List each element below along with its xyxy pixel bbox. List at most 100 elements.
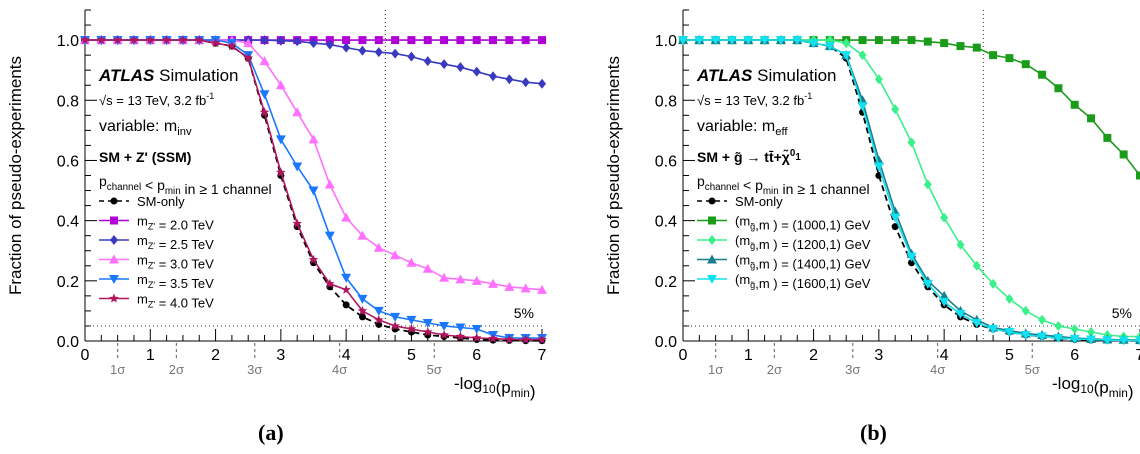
energy-label-part: -1 — [206, 91, 214, 101]
legend-label: (mg̃,m ) = (1600,1) GeV — [735, 272, 871, 291]
x-tick-label: 1 — [744, 347, 753, 364]
legend-label-part: ,m ) = (1200,1) GeV — [755, 237, 871, 252]
data-point — [391, 49, 399, 59]
x-axis-label-part: 10 — [1080, 382, 1094, 396]
legend-item: mZ' = 2.0 TeV — [99, 214, 214, 233]
data-point — [1054, 84, 1062, 92]
legend-label-part: m — [137, 233, 148, 248]
legend-label-part: ,m ) = (1400,1) GeV — [755, 257, 871, 272]
x-axis-label-part: -log — [454, 374, 482, 393]
data-point — [407, 36, 415, 44]
data-point — [375, 47, 383, 57]
legend-label: SM-only — [137, 194, 185, 209]
variable-label-part: eff — [775, 126, 788, 138]
x-tick-label: 7 — [538, 347, 547, 364]
sigma-label: 4σ — [332, 362, 347, 377]
data-point — [325, 180, 335, 189]
model-label: SM + g̃ → tt̄+χ̃01 — [697, 148, 801, 165]
data-point — [391, 36, 399, 44]
data-point — [522, 36, 530, 44]
y-tick-label: 0.2 — [57, 274, 79, 291]
y-tick-label: 0.0 — [57, 334, 79, 351]
model-label: SM + Z' (SSM) — [99, 149, 191, 165]
data-point — [358, 46, 366, 56]
legend-label-part: m — [137, 214, 148, 229]
y-axis-label: Fraction of pseudo-experiments — [604, 56, 623, 295]
data-point — [956, 42, 964, 50]
legend-label-part: (m — [735, 214, 750, 229]
legend-label: mZ' = 3.0 TeV — [137, 253, 214, 272]
sigma-label: 5σ — [1025, 362, 1040, 377]
data-point — [343, 301, 350, 308]
legend-label-part: = 4.0 TeV — [155, 296, 214, 311]
x-tick-label: 3 — [874, 347, 883, 364]
data-point — [940, 39, 948, 47]
legend-marker — [109, 294, 119, 303]
x-tick-label: 3 — [276, 347, 285, 364]
x-tick-label: 5 — [407, 347, 416, 364]
legend-item: (mg̃,m ) = (1000,1) GeV — [697, 214, 871, 233]
legend-label: mZ' = 2.0 TeV — [137, 214, 214, 233]
sigma-label: 2σ — [767, 362, 782, 377]
energy-label-part: √s = 13 TeV, 3.2 fb — [99, 93, 206, 108]
data-point — [424, 36, 432, 44]
caption-b: (b) — [860, 420, 887, 446]
legend-label-part: = 3.0 TeV — [155, 257, 214, 272]
data-point — [309, 134, 319, 143]
legend-label: mZ' = 4.0 TeV — [137, 292, 214, 311]
x-tick-label: 6 — [1070, 347, 1079, 364]
atlas-bold: ATLAS — [696, 66, 753, 85]
data-point — [473, 67, 481, 77]
legend-item: (mg̃,m ) = (1600,1) GeV — [697, 272, 871, 291]
x-axis-label-part: min — [1109, 386, 1128, 400]
legend-item: SM-only — [99, 194, 185, 209]
sigma-label: 3σ — [845, 362, 860, 377]
data-point — [390, 250, 400, 259]
legend-item: mZ' = 4.0 TeV — [99, 292, 214, 311]
data-point — [276, 135, 286, 144]
data-point — [1071, 101, 1079, 109]
variable-label-part: inv — [177, 126, 192, 138]
x-tick-label: 2 — [211, 347, 220, 364]
data-point — [406, 258, 416, 267]
legend-label: mZ' = 3.5 TeV — [137, 272, 214, 291]
legend-item: (mg̃,m ) = (1200,1) GeV — [697, 233, 871, 252]
sigma-label: 1σ — [110, 362, 125, 377]
legend-marker — [708, 217, 716, 225]
data-point — [1022, 306, 1030, 316]
x-axis-label: -log10(pmin) — [454, 374, 536, 401]
x-tick-label: 5 — [1005, 347, 1014, 364]
x-axis-label-part: ) — [1128, 382, 1134, 401]
pchannel-label-part: in ≥ 1 channel — [181, 181, 272, 197]
legend-item: mZ' = 3.5 TeV — [99, 272, 214, 291]
data-point — [891, 104, 899, 114]
data-point — [538, 79, 546, 89]
legend-label-part: ,m ) = (1600,1) GeV — [755, 276, 871, 291]
data-point — [858, 102, 868, 111]
legend-marker — [110, 217, 118, 225]
y-tick-label: 0.6 — [655, 153, 677, 170]
data-point — [924, 38, 932, 46]
data-point — [908, 137, 916, 147]
energy-label: √s = 13 TeV, 3.2 fb-1 — [99, 91, 214, 108]
sigma-label: 4σ — [930, 362, 945, 377]
data-point — [973, 44, 981, 52]
legend-item: mZ' = 3.0 TeV — [99, 253, 214, 272]
data-point — [1087, 114, 1095, 122]
five-percent-label: 5% — [514, 305, 534, 321]
y-tick-label: 0.8 — [57, 93, 79, 110]
legend-label-part: = 2.5 TeV — [155, 237, 214, 252]
data-point — [473, 36, 481, 44]
pchannel-label: pchannel < pmin in ≥ 1 channel — [697, 173, 870, 197]
data-point — [341, 213, 351, 222]
data-point — [924, 180, 932, 190]
x-axis-label-part: min — [511, 386, 530, 400]
x-axis-label-part: 10 — [482, 382, 496, 396]
legend-label-part: m — [137, 272, 148, 287]
data-point — [358, 36, 366, 44]
legend-label-part: m — [137, 253, 148, 268]
data-point — [859, 36, 867, 44]
data-point — [374, 243, 384, 252]
